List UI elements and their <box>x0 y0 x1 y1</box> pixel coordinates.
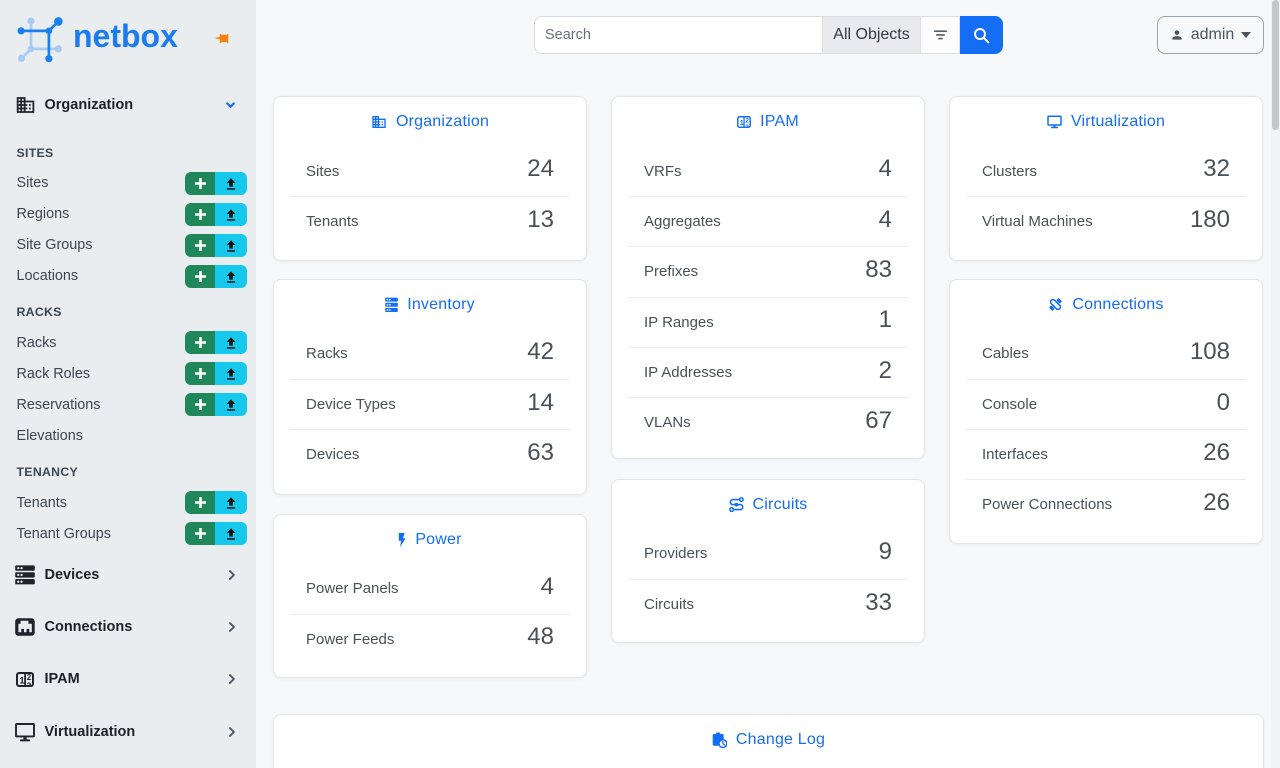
svg-text:1: 1 <box>740 118 744 127</box>
svg-text:3: 3 <box>27 681 32 687</box>
svg-text:1: 1 <box>19 675 25 686</box>
svg-text:2: 2 <box>27 673 32 682</box>
svg-text:2: 2 <box>746 118 750 125</box>
svg-text:3: 3 <box>746 124 750 128</box>
